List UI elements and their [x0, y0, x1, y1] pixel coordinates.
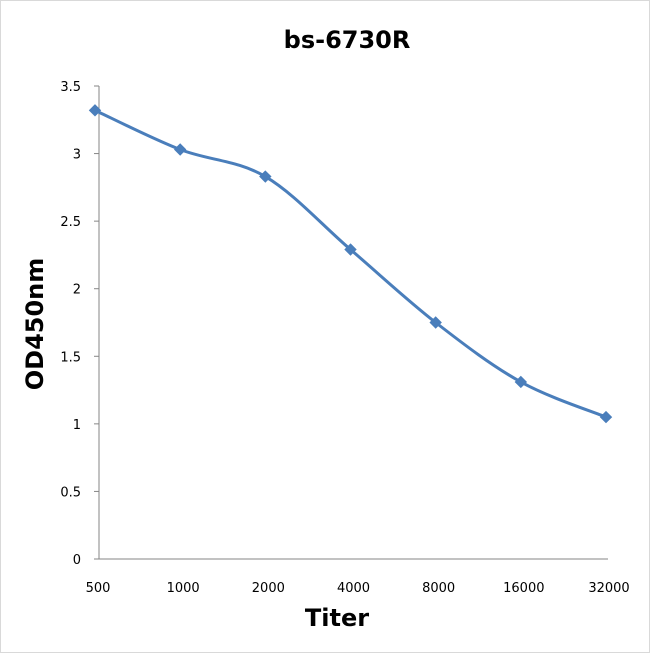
x-tick-label: 500 [86, 581, 111, 596]
x-tick-label: 8000 [422, 581, 455, 596]
data-point-marker [88, 104, 102, 117]
x-tick-label: 32000 [588, 581, 629, 596]
data-point-marker [514, 375, 528, 389]
y-tick-label: 3 [73, 148, 81, 163]
series-markers [88, 104, 613, 424]
y-tick-labels: 0 0.5 1 1.5 2 2.5 3 3.5 [60, 80, 81, 568]
y-tick-label: 1.5 [60, 350, 81, 365]
series-line [93, 108, 608, 419]
x-tick-label: 4000 [337, 581, 370, 596]
y-tick-label: 0 [73, 553, 81, 568]
y-tick-label: 0.5 [60, 485, 81, 500]
data-point-marker [429, 316, 442, 329]
x-tick-label: 2000 [252, 581, 285, 596]
x-tick-label: 16000 [503, 581, 544, 596]
y-tick-label: 2 [73, 283, 81, 298]
y-axis-title: OD450nm [21, 258, 49, 391]
y-tick-label: 1 [73, 418, 81, 433]
y-tick-marks [94, 85, 99, 560]
data-point-marker [173, 143, 187, 156]
y-tick-label: 3.5 [60, 80, 81, 95]
data-point-marker [259, 170, 272, 183]
x-tick-labels: 500 1000 2000 4000 8000 16000 32000 [86, 581, 630, 596]
data-point-marker [344, 243, 357, 256]
data-point-marker [599, 410, 613, 424]
y-tick-label: 2.5 [60, 215, 81, 230]
x-tick-label: 1000 [167, 581, 200, 596]
chart-title: bs-6730R [284, 26, 411, 54]
x-axis-title: Titer [305, 604, 369, 632]
